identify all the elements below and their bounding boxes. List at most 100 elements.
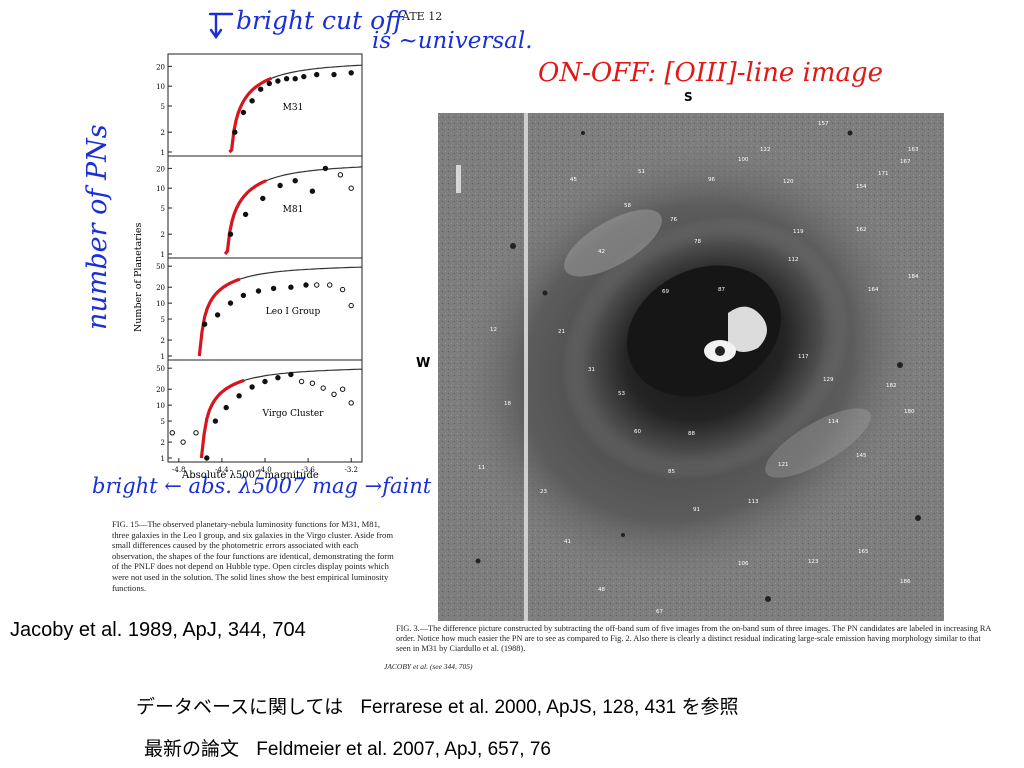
svg-text:180: 180 xyxy=(904,409,915,415)
y-tick-label: 1 xyxy=(161,251,165,259)
svg-text:113: 113 xyxy=(748,499,759,505)
svg-text:11: 11 xyxy=(478,465,485,471)
panel-title: M81 xyxy=(283,205,304,215)
data-point xyxy=(249,98,255,104)
data-point xyxy=(303,282,309,288)
svg-text:119: 119 xyxy=(793,229,804,235)
svg-text:184: 184 xyxy=(908,274,919,280)
svg-text:122: 122 xyxy=(760,147,771,153)
plate-header: ATE 12 xyxy=(402,10,443,23)
data-point xyxy=(227,300,234,306)
data-point xyxy=(322,165,329,172)
data-point xyxy=(240,109,247,116)
data-point xyxy=(255,288,262,294)
data-point-open xyxy=(337,172,344,178)
y-tick-label: 10 xyxy=(156,402,165,410)
svg-text:114: 114 xyxy=(828,419,839,425)
data-point xyxy=(275,78,281,84)
svg-text:167: 167 xyxy=(900,159,911,165)
reference-database-jp: データベースに関しては xyxy=(136,697,344,718)
data-point-open xyxy=(331,391,337,397)
data-point xyxy=(214,312,221,318)
data-point xyxy=(277,182,283,189)
figure15-caption: FIG. 15—The observed planetary-nebula lu… xyxy=(112,519,394,593)
data-point xyxy=(232,129,238,135)
y-tick-label: 2 xyxy=(161,231,165,239)
data-point xyxy=(236,393,242,399)
galaxy-residual-image: 157 163 167 171 154 122 100 96 120 162 184 164 1… xyxy=(438,113,944,621)
svg-text:48: 48 xyxy=(598,587,605,593)
x-tick-label: -3.6 xyxy=(301,466,315,474)
data-point xyxy=(270,285,277,292)
y-tick-label: 2 xyxy=(161,337,165,345)
reference-feldmeier: Feldmeier et al. 2007, ApJ, 657, 76 xyxy=(256,739,551,760)
y-tick-label: 5 xyxy=(161,418,165,426)
y-tick-label: 1 xyxy=(161,455,165,463)
svg-text:18: 18 xyxy=(504,401,511,407)
fit-curve-highlight xyxy=(228,76,273,154)
y-tick-label: 20 xyxy=(156,63,165,71)
annotation-on-off: ON-OFF: [OIII]-line image xyxy=(538,58,884,88)
data-point xyxy=(292,178,298,184)
svg-text:112: 112 xyxy=(788,257,799,263)
data-point xyxy=(204,455,210,461)
svg-text:42: 42 xyxy=(598,249,605,255)
svg-text:21: 21 xyxy=(558,329,565,335)
svg-text:41: 41 xyxy=(564,539,571,545)
fit-curve-highlight xyxy=(199,378,245,459)
data-point xyxy=(301,73,307,80)
y-tick-label: 10 xyxy=(156,185,165,193)
svg-text:53: 53 xyxy=(618,391,625,397)
svg-text:157: 157 xyxy=(818,121,829,127)
data-point xyxy=(275,375,281,381)
y-tick-label: 50 xyxy=(156,365,165,373)
data-point xyxy=(292,76,298,82)
svg-text:96: 96 xyxy=(708,177,715,183)
svg-text:164: 164 xyxy=(868,287,879,293)
annotation-bright-cutoff: bright cut off xyxy=(236,6,403,35)
data-point xyxy=(242,211,249,218)
reference-latest-jp: 最新の論文 xyxy=(144,739,240,760)
red-underline xyxy=(536,82,906,88)
fit-curve-highlight xyxy=(197,277,241,357)
y-tick-label: 1 xyxy=(161,353,165,361)
data-point xyxy=(258,86,264,92)
panel-frame xyxy=(167,155,363,259)
panel-title: M31 xyxy=(283,103,304,113)
data-point-open xyxy=(169,430,175,436)
data-point xyxy=(288,371,294,378)
data-point-open xyxy=(327,282,333,288)
svg-text:87: 87 xyxy=(718,287,725,293)
data-point xyxy=(348,70,354,76)
data-point xyxy=(212,418,219,424)
data-point-open xyxy=(314,282,320,288)
data-point-open xyxy=(348,185,354,191)
svg-text:171: 171 xyxy=(878,171,889,177)
data-point-open xyxy=(348,400,354,406)
data-point xyxy=(283,76,290,82)
figure3-source-note: JACOBY et al. (see 344, 705) xyxy=(384,662,473,671)
data-point-open xyxy=(298,378,305,385)
svg-text:51: 51 xyxy=(638,169,645,175)
reference-latest-line: 最新の論文 Feldmeier et al. 2007, ApJ, 657, 7… xyxy=(144,734,551,761)
annotation-number-of-pns: number of PNs xyxy=(82,124,113,330)
data-point xyxy=(240,292,247,299)
svg-text:45: 45 xyxy=(570,177,577,183)
svg-text:91: 91 xyxy=(693,507,700,513)
annotation-abs-mag-axis: bright ← abs. λ5007 mag →faint xyxy=(92,474,432,498)
data-point xyxy=(260,195,266,202)
compass-west: W xyxy=(416,356,431,371)
y-tick-label: 10 xyxy=(156,300,165,308)
data-point-open xyxy=(320,385,326,391)
y-tick-label: 20 xyxy=(156,386,165,394)
svg-text:67: 67 xyxy=(656,609,663,615)
svg-text:120: 120 xyxy=(783,179,794,185)
y-tick-label: 2 xyxy=(161,439,165,447)
svg-text:117: 117 xyxy=(798,354,809,360)
oiii-difference-image: 157 163 167 171 154 122 100 96 120 162 184 164 1… xyxy=(438,113,944,621)
y-tick-label: 2 xyxy=(161,129,165,137)
data-point-open xyxy=(339,286,346,293)
data-point xyxy=(249,384,255,390)
data-point xyxy=(331,71,337,78)
figure15-xlabel: Absolute λ5007 magnitude xyxy=(182,470,319,481)
